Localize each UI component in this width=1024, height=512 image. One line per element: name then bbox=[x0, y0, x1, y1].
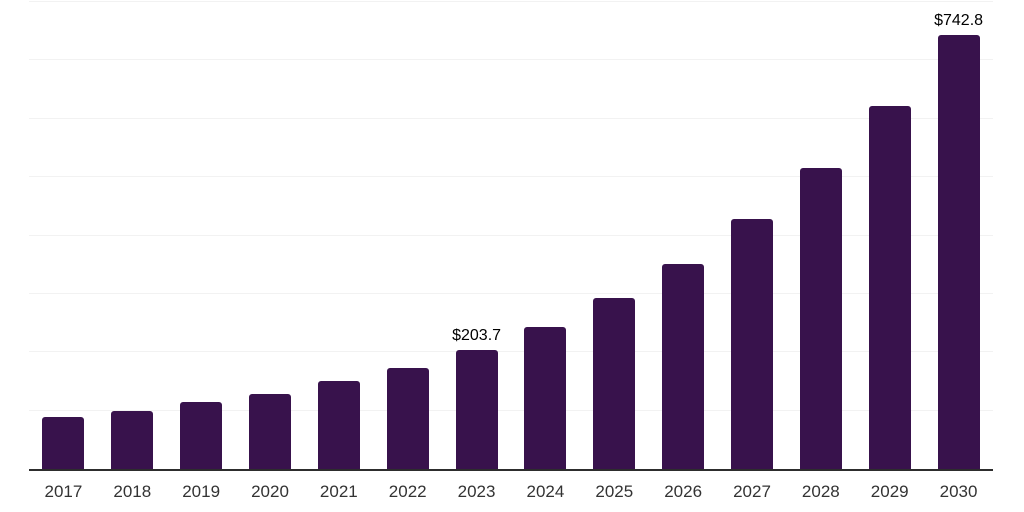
bar-2022 bbox=[386, 367, 429, 469]
x-axis-label-2030: 2030 bbox=[939, 482, 978, 501]
bar-2025 bbox=[593, 298, 636, 469]
bar-2024 bbox=[524, 326, 567, 469]
bar-2019 bbox=[180, 402, 223, 469]
bar-2023 bbox=[455, 350, 498, 469]
bar-2027 bbox=[731, 219, 773, 469]
x-axis-label-2019: 2019 bbox=[182, 482, 221, 501]
bar-2018 bbox=[111, 410, 154, 469]
gridline bbox=[29, 351, 993, 353]
bar-2030 bbox=[937, 35, 980, 469]
x-axis-label-2023: 2023 bbox=[457, 482, 496, 501]
x-axis-label-2022: 2022 bbox=[388, 482, 427, 501]
x-axis-label-2018: 2018 bbox=[113, 482, 152, 501]
x-axis-label-2029: 2029 bbox=[870, 482, 909, 501]
gridline bbox=[29, 59, 993, 61]
data-label-2023: $203.7 bbox=[452, 327, 502, 345]
x-axis-label-2024: 2024 bbox=[526, 482, 565, 501]
gridline bbox=[29, 234, 993, 236]
bar-2026 bbox=[662, 263, 705, 469]
gridline bbox=[29, 117, 993, 119]
gridline bbox=[29, 292, 993, 294]
x-axis-label-2017: 2017 bbox=[44, 482, 83, 501]
bar-2020 bbox=[249, 393, 291, 469]
x-axis-label-2025: 2025 bbox=[595, 482, 634, 501]
gridline bbox=[29, 1, 993, 2]
x-axis-label-2021: 2021 bbox=[319, 482, 358, 501]
x-axis-label-2027: 2027 bbox=[733, 482, 771, 501]
x-axis-label-2020: 2020 bbox=[251, 482, 289, 501]
data-label-2030: $742.8 bbox=[934, 12, 984, 30]
bar-2029 bbox=[868, 106, 911, 469]
x-axis-label-2026: 2026 bbox=[664, 482, 703, 501]
gridline bbox=[29, 409, 993, 411]
x-axis-label-2028: 2028 bbox=[801, 482, 840, 501]
bar-2021 bbox=[317, 381, 360, 469]
x-axis: 2017 2018 2019 2020 2021 2022 2023 2024 2025 2026… bbox=[29, 470, 993, 512]
bar-2017 bbox=[42, 417, 85, 469]
bar-2028 bbox=[799, 167, 842, 469]
gridline bbox=[29, 176, 993, 178]
plot-area: $203.7 $742.8 bbox=[29, 0, 993, 471]
